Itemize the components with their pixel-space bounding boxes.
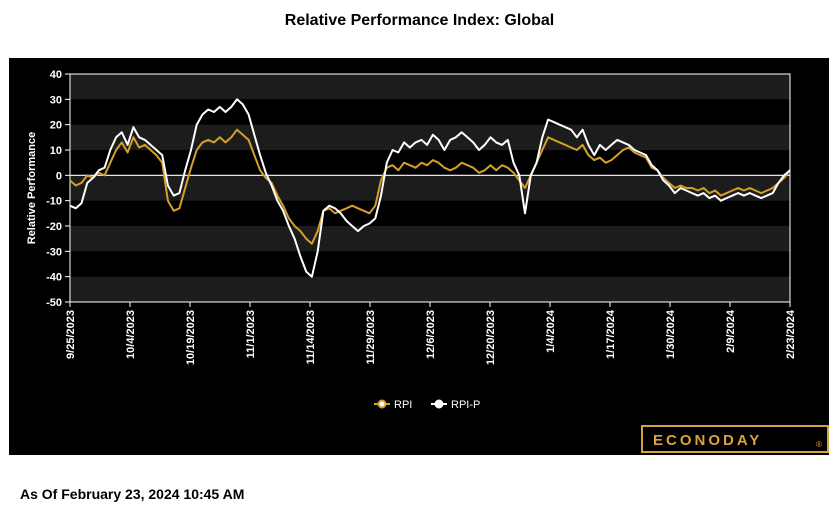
x-tick-label: 1/17/2024 — [605, 309, 617, 359]
x-tick-label: 2/23/2024 — [785, 309, 797, 359]
y-tick-label: 0 — [56, 170, 62, 182]
x-axis-ticks: 9/25/2023 10/4/2023 10/19/2023 11/1/2023 11/… — [65, 302, 797, 365]
logo-text: ECONODAY — [653, 432, 762, 449]
y-tick-label: -30 — [46, 246, 62, 258]
y-tick-label: 30 — [50, 94, 62, 106]
series-line-rpi — [69, 128, 791, 245]
x-tick-label: 11/14/2023 — [305, 310, 317, 364]
as-of-timestamp: As Of February 23, 2024 10:45 AM — [20, 486, 245, 502]
x-tick-label: 9/25/2023 — [65, 310, 77, 359]
y-axis-ticks: 40 30 20 10 0 -10 -20 -30 -40 -50 — [46, 69, 70, 309]
y-tick-label: 10 — [50, 145, 62, 157]
econoday-logo: ECONODAY ® — [641, 425, 829, 453]
y-tick-label: 40 — [50, 69, 62, 81]
legend-label-rpi: RPI — [394, 399, 412, 411]
x-tick-label: 11/1/2023 — [245, 310, 257, 358]
y-axis-label: Relative Performance — [26, 132, 38, 245]
series-lines — [69, 98, 791, 278]
series-line-rpi-p — [69, 98, 791, 278]
y-tick-label: 20 — [50, 120, 62, 132]
x-tick-label: 1/4/2024 — [545, 309, 557, 353]
legend-item-rpi-p[interactable]: RPI-P — [431, 399, 480, 411]
plot-band — [70, 74, 790, 100]
plot-band — [70, 124, 790, 150]
x-tick-label: 11/29/2023 — [365, 310, 377, 364]
x-tick-label: 2/9/2024 — [725, 309, 737, 353]
y-tick-label: -20 — [46, 221, 62, 233]
chart-svg: 40 30 20 10 0 -10 -20 -30 -40 -50 9/25/2023 10/4/2… — [26, 69, 829, 453]
chart-panel: 40 30 20 10 0 -10 -20 -30 -40 -50 9/25/2023 10/4/2… — [9, 58, 829, 455]
legend-label-rpi-p: RPI-P — [451, 399, 480, 411]
x-tick-label: 10/4/2023 — [125, 310, 137, 359]
registered-mark: ® — [816, 440, 822, 449]
x-tick-label: 10/19/2023 — [185, 310, 197, 365]
y-tick-label: -40 — [46, 272, 62, 284]
chart-title: Relative Performance Index: Global — [284, 12, 555, 29]
plot-band — [70, 276, 790, 302]
plot-bands — [70, 74, 790, 302]
y-tick-label: -10 — [46, 196, 62, 208]
legend: RPI RPI-P — [374, 399, 480, 411]
x-tick-label: 1/30/2024 — [665, 309, 677, 359]
legend-item-rpi[interactable]: RPI — [374, 399, 412, 411]
y-tick-label: -50 — [46, 297, 62, 309]
plot-band — [70, 226, 790, 252]
x-tick-label: 12/20/2023 — [485, 310, 497, 365]
x-tick-label: 12/6/2023 — [425, 310, 437, 359]
